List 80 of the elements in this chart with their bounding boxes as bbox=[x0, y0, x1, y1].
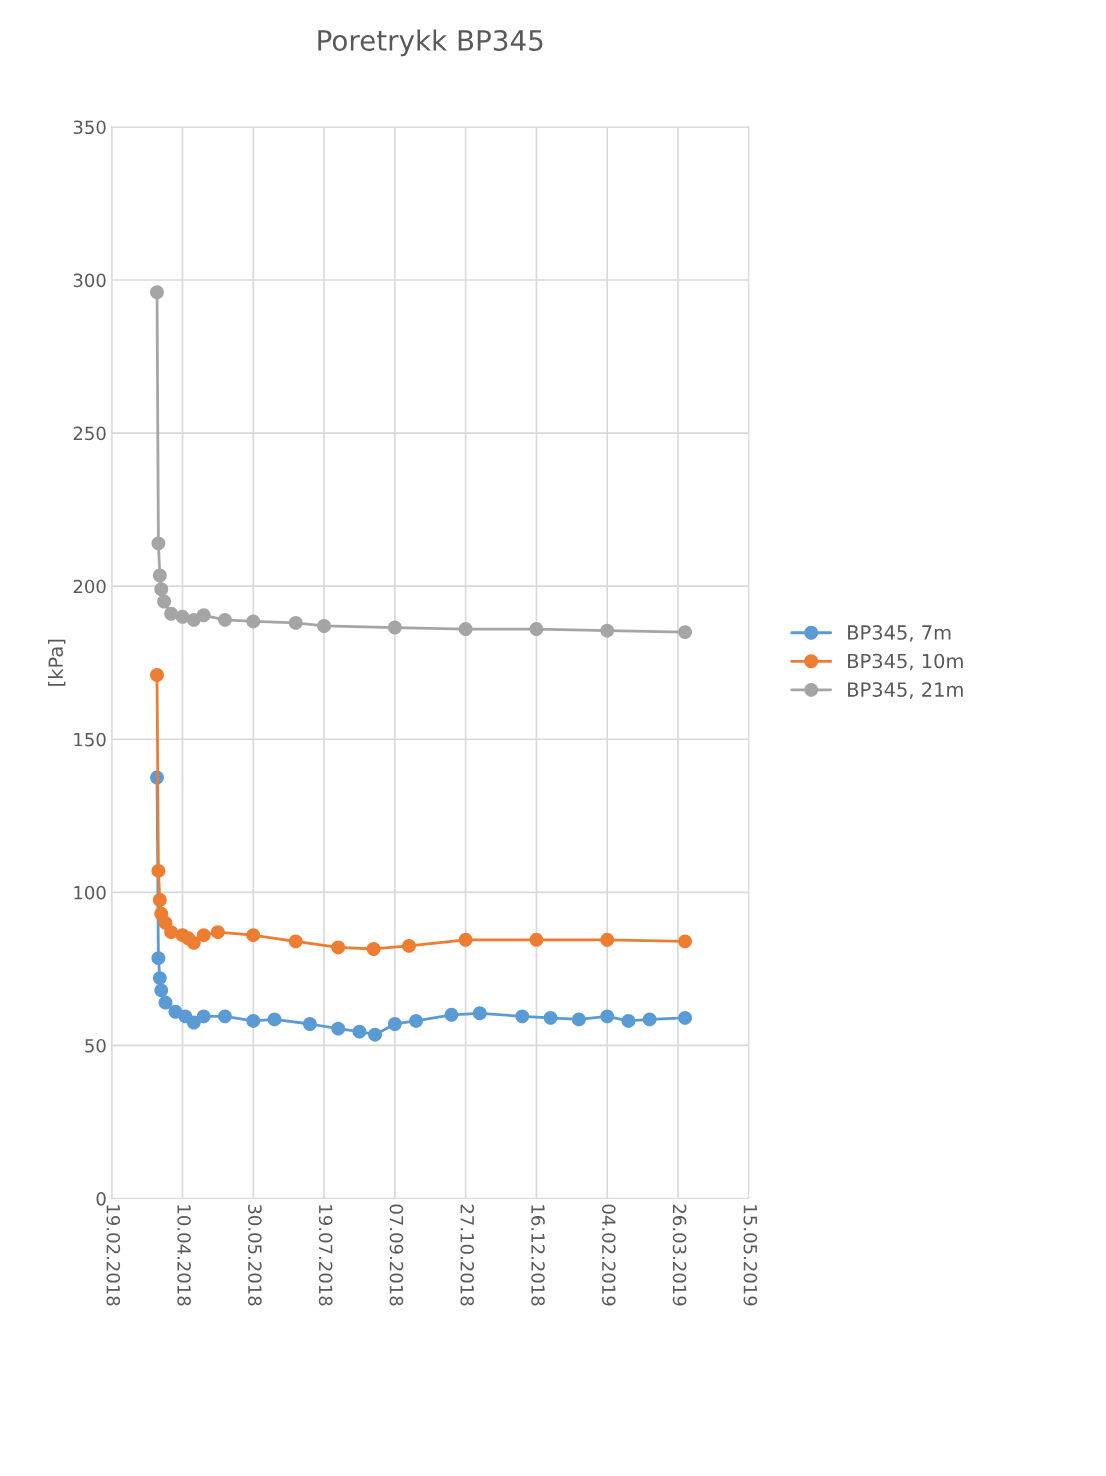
point bbox=[152, 568, 167, 583]
x-tick-label: 26.03.2019 bbox=[672, 1204, 687, 1306]
point bbox=[529, 622, 544, 636]
legend-label: BP345, 10m bbox=[848, 653, 963, 671]
point bbox=[515, 1009, 530, 1024]
point bbox=[600, 623, 615, 638]
point bbox=[154, 983, 169, 998]
point bbox=[175, 609, 190, 624]
point bbox=[164, 925, 179, 940]
x-tick-label: 07.09.2018 bbox=[389, 1204, 404, 1306]
point bbox=[387, 620, 402, 635]
point bbox=[288, 934, 303, 949]
x-tick-label: 19.02.2018 bbox=[106, 1205, 121, 1306]
point bbox=[331, 1021, 346, 1036]
point bbox=[678, 1010, 692, 1025]
point bbox=[387, 1017, 402, 1031]
point bbox=[150, 285, 164, 300]
point bbox=[368, 1027, 382, 1042]
point bbox=[571, 1012, 586, 1027]
x-tick-label: 10.04.2018 bbox=[177, 1205, 191, 1306]
point bbox=[151, 536, 166, 551]
point bbox=[186, 935, 201, 950]
point bbox=[152, 971, 167, 986]
point bbox=[317, 619, 331, 633]
y-tick-label: 0 bbox=[96, 1191, 106, 1206]
point bbox=[186, 1015, 201, 1030]
y-tick-label: 200 bbox=[73, 579, 106, 594]
x-tick-label: 15.05.2019 bbox=[743, 1205, 758, 1306]
point bbox=[678, 625, 692, 640]
point bbox=[164, 606, 179, 621]
point bbox=[621, 1013, 636, 1028]
point bbox=[409, 1013, 424, 1028]
chart-title: Poretrykk BP345 bbox=[318, 29, 543, 57]
x-tick-label: 30.05.2018 bbox=[248, 1204, 262, 1306]
point bbox=[246, 1013, 261, 1028]
point bbox=[246, 928, 261, 943]
point bbox=[267, 1012, 282, 1027]
point bbox=[196, 608, 211, 623]
point bbox=[472, 1006, 487, 1021]
legend-label: BP345, 7m bbox=[848, 625, 951, 642]
point bbox=[543, 1010, 558, 1025]
y-tick-label: 100 bbox=[74, 885, 106, 900]
point bbox=[158, 995, 173, 1010]
point bbox=[642, 1012, 657, 1027]
point bbox=[157, 594, 172, 609]
x-tick-label: 04.02.2019 bbox=[601, 1204, 616, 1306]
point bbox=[331, 940, 346, 955]
point bbox=[678, 934, 692, 949]
point bbox=[288, 615, 303, 630]
point bbox=[402, 938, 416, 953]
legend-label: BP345, 21m bbox=[848, 682, 963, 699]
point bbox=[352, 1024, 367, 1039]
point bbox=[151, 863, 166, 878]
point bbox=[458, 932, 473, 947]
x-tick-label: 16.12.2018 bbox=[531, 1205, 545, 1306]
x-tick-label: 19.07.2018 bbox=[318, 1205, 333, 1306]
point bbox=[154, 582, 169, 597]
point bbox=[210, 925, 225, 940]
point bbox=[196, 1009, 211, 1024]
point bbox=[444, 1007, 459, 1022]
point bbox=[600, 1009, 615, 1024]
y-axis-title: [kPa] bbox=[48, 639, 66, 686]
y-tick-label: 150 bbox=[74, 732, 106, 747]
point bbox=[366, 942, 381, 956]
point bbox=[151, 951, 166, 966]
point bbox=[150, 668, 164, 682]
point bbox=[529, 932, 544, 947]
point bbox=[218, 612, 232, 627]
point bbox=[218, 1009, 232, 1024]
y-tick-label: 300 bbox=[73, 273, 106, 288]
point bbox=[196, 928, 211, 943]
y-tick-label: 350 bbox=[73, 120, 106, 135]
point bbox=[152, 893, 167, 907]
x-tick-label: 27.10.2018 bbox=[460, 1204, 475, 1306]
point bbox=[458, 622, 473, 636]
y-tick-label: 250 bbox=[73, 426, 106, 441]
point bbox=[600, 932, 615, 947]
point bbox=[246, 614, 261, 629]
point bbox=[302, 1017, 317, 1031]
y-tick-label: 50 bbox=[85, 1038, 106, 1053]
